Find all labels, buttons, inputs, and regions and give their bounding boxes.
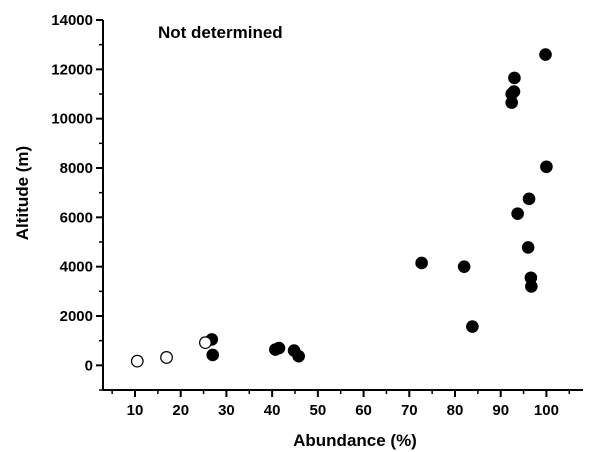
filled-data-point	[522, 192, 536, 206]
x-tick-label: 70	[401, 402, 418, 419]
y-axis-title: Altitude (m)	[13, 146, 32, 240]
y-tick-label: 14000	[51, 12, 93, 29]
open-data-point	[160, 351, 173, 364]
filled-data-point	[292, 349, 305, 363]
x-tick-label: 10	[127, 402, 144, 419]
tick-labels: 10 20 30 40 50 60 70 80 90 100 0 2000 4000 6000 8000 10…	[51, 12, 559, 419]
y-tick-label: 10000	[51, 111, 93, 128]
filled-data-point	[457, 260, 471, 273]
tick-marks	[96, 19, 571, 397]
x-tick-label: 60	[355, 402, 372, 419]
filled-data-point	[505, 96, 518, 109]
x-tick-label: 20	[172, 402, 189, 419]
y-tick-label: 6000	[60, 209, 93, 226]
x-tick-label: 100	[534, 402, 559, 419]
filled-data-point	[415, 256, 428, 270]
x-tick-label: 40	[264, 402, 281, 419]
x-tick-label: 80	[447, 402, 464, 419]
chart-annotation: Not determined	[158, 23, 283, 42]
filled-data-point	[540, 160, 553, 174]
filled-data-point	[206, 348, 220, 362]
filled-data-point	[272, 341, 286, 355]
x-tick-label: 90	[492, 402, 509, 419]
y-tick-label: 8000	[60, 160, 93, 177]
x-axis-title: Abundance (%)	[293, 431, 417, 450]
filled-data-point	[507, 85, 521, 98]
y-tick-label: 12000	[51, 61, 93, 78]
y-tick-label: 2000	[60, 308, 93, 325]
filled-data-point	[466, 320, 479, 333]
filled-data-point	[521, 241, 535, 254]
x-tick-label: 30	[218, 402, 235, 419]
data-points	[130, 48, 553, 368]
filled-data-point	[525, 280, 538, 293]
open-data-point	[198, 336, 212, 350]
x-tick-label: 50	[310, 402, 327, 419]
axes	[102, 20, 583, 391]
open-data-point	[130, 354, 144, 368]
y-tick-label: 4000	[60, 259, 93, 276]
filled-data-point	[511, 207, 524, 220]
filled-data-point	[508, 71, 521, 85]
y-tick-label: 0	[85, 357, 93, 374]
filled-data-point	[539, 48, 552, 61]
